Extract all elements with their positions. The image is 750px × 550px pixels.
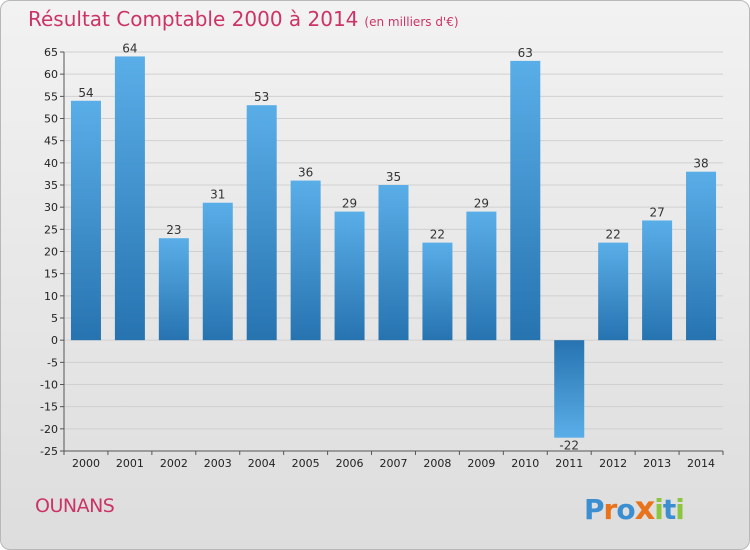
data-label-2002: 23 [166,223,181,237]
bar-2011 [554,340,585,438]
bar-2001 [114,56,145,341]
bar-2006 [334,211,365,341]
y-tick-label: 15 [44,268,58,281]
data-labels: 54 64 23 31 53 36 29 35 22 29 63 -22 22 27 38 [78,41,708,452]
x-tick-label-2006: 2006 [336,457,364,470]
x-tick-label-2005: 2005 [292,457,320,470]
bar-2002 [158,238,189,341]
data-label-2003: 31 [210,188,225,202]
y-tick-label: 30 [44,201,58,214]
data-label-2009: 29 [474,197,489,211]
x-tick-label-2000: 2000 [72,457,100,470]
data-label-2006: 29 [342,197,357,211]
bar-2007 [378,185,409,341]
bar-2012 [598,242,629,341]
x-tick-label-2007: 2007 [380,457,408,470]
y-tick-label: 40 [44,157,58,170]
bar-2013 [642,220,673,341]
bar-2004 [246,105,277,341]
x-tick-label-2012: 2012 [599,457,627,470]
y-tick-label: -5 [47,356,58,369]
bar-2008 [422,242,453,341]
logo-letter: x [634,489,656,527]
data-label-2011: -22 [559,439,579,453]
x-tick-label-2013: 2013 [643,457,671,470]
chart-subtitle: (en milliers d'€) [364,15,459,29]
x-tick-label-2003: 2003 [204,457,232,470]
bar-2005 [290,180,321,341]
x-tick-label-2014: 2014 [687,457,715,470]
y-tick-label: 20 [44,246,58,259]
data-label-2005: 36 [298,166,313,180]
x-tick-label-2010: 2010 [511,457,539,470]
data-label-2014: 38 [693,157,708,171]
chart-title: Résultat Comptable 2000 à 2014 (en millie… [28,7,459,31]
data-label-2012: 22 [606,228,621,242]
commune-name: OUNANS [35,495,115,517]
x-tick-label-2008: 2008 [423,457,451,470]
logo-letter: P [584,493,605,526]
y-tick-label: 10 [44,290,58,303]
data-label-2001: 64 [122,41,137,55]
chart-title-text: Résultat Comptable 2000 à 2014 [28,7,359,31]
logo-letter: t [662,493,676,526]
y-tick-label: -25 [40,445,58,458]
data-label-2008: 22 [430,228,445,242]
x-tick-label-2002: 2002 [160,457,188,470]
axes: 65605550454035302520151050-5-10-15-20-25… [40,46,724,470]
y-tick-label: -20 [40,423,58,436]
bar-2014 [686,171,717,341]
proxiti-logo: Proxiti [584,489,685,527]
x-tick-label-2004: 2004 [248,457,276,470]
y-tick-label: 60 [44,68,58,81]
bar-2003 [202,202,233,341]
data-label-2010: 63 [518,46,533,60]
logo-letter: i [675,493,685,526]
y-tick-label: 35 [44,179,58,192]
logo-letter: i [654,493,664,526]
data-label-2000: 54 [78,86,93,100]
x-tick-label-2011: 2011 [555,457,583,470]
logo-letter: r [603,493,618,526]
data-label-2013: 27 [649,205,664,219]
y-tick-label: 50 [44,113,58,126]
y-tick-label: 45 [44,135,58,148]
bars [70,56,717,438]
data-label-2004: 53 [254,90,269,104]
y-tick-label: 0 [51,334,58,347]
y-tick-label: -10 [40,379,58,392]
bar-2000 [70,100,101,341]
data-label-2007: 35 [386,170,401,184]
x-tick-label-2009: 2009 [467,457,495,470]
y-tick-label: 55 [44,90,58,103]
y-tick-label: 5 [51,312,58,325]
y-tick-label: -15 [40,401,58,414]
bar-2010 [510,60,541,341]
y-tick-label: 65 [44,46,58,59]
x-tick-label-2001: 2001 [116,457,144,470]
logo-letter: o [616,493,635,526]
y-tick-label: 25 [44,223,58,236]
bar-2009 [466,211,497,341]
